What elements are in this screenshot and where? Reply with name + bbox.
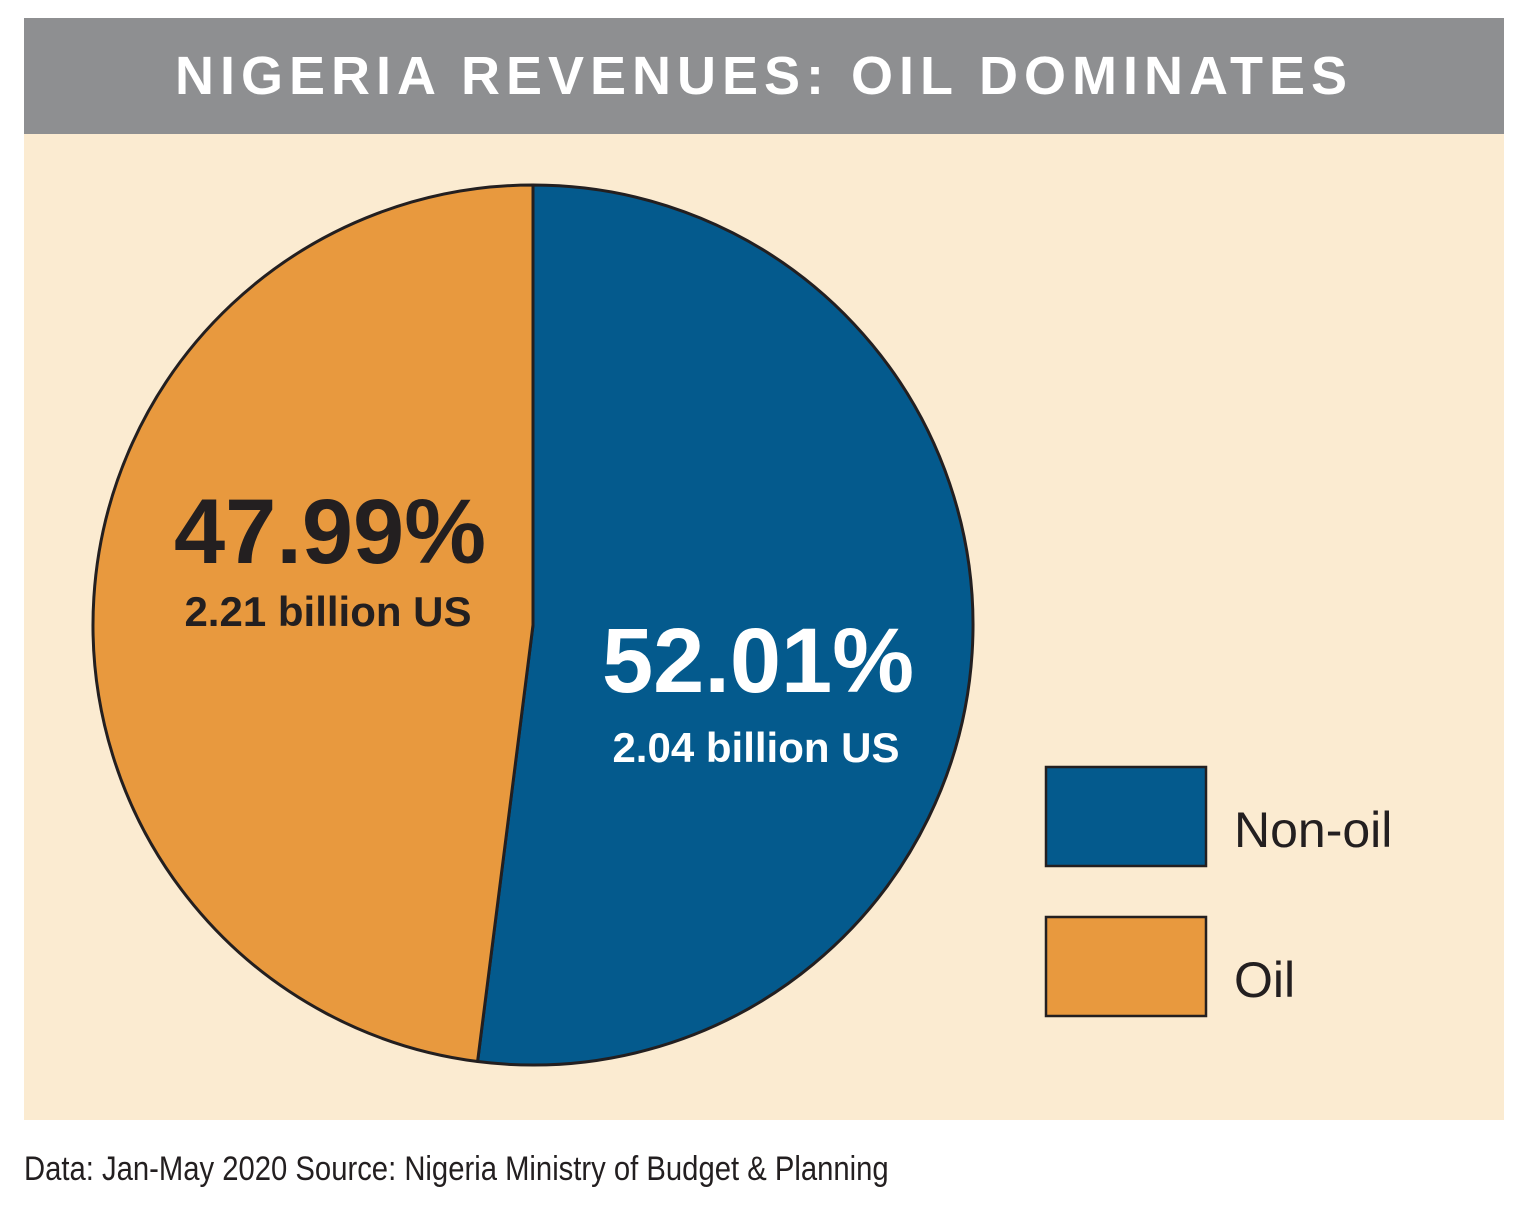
legend-label-oil: Oil: [1234, 952, 1295, 1008]
legend-label-non-oil: Non-oil: [1234, 802, 1392, 858]
pie-slice-non-oil: [476, 183, 975, 1067]
non-oil-percent-label: 52.01%: [602, 610, 914, 712]
pie-slices: [91, 183, 975, 1067]
non-oil-amount-label: 2.04 billion US: [612, 724, 899, 771]
oil-percent-label: 47.99%: [174, 481, 486, 583]
pie-slice-oil: [91, 183, 535, 1063]
chart-title-bar: NIGERIA REVENUES: OIL DOMINATES: [24, 18, 1504, 134]
oil-amount-label: 2.21 billion US: [184, 588, 471, 635]
chart-title: NIGERIA REVENUES: OIL DOMINATES: [174, 46, 1354, 106]
legend-swatch-oil: [1044, 915, 1208, 1018]
source-footnote: Data: Jan-May 2020 Source: Nigeria Minis…: [24, 1150, 889, 1188]
legend: Non-oil Oil: [1044, 765, 1392, 1018]
legend-swatch-non-oil: [1044, 765, 1208, 868]
